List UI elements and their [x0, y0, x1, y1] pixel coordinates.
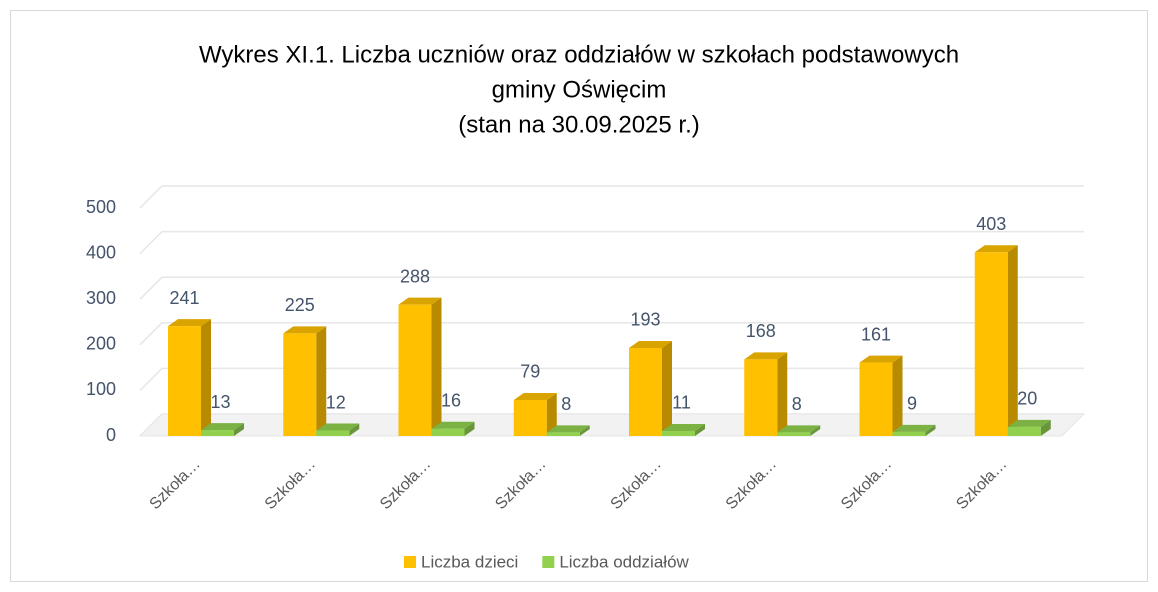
data-label: 193 — [630, 310, 660, 330]
data-label: 13 — [210, 392, 230, 412]
bar-top — [513, 392, 557, 400]
bar-top — [398, 297, 442, 305]
bar-top — [662, 423, 705, 431]
bar — [398, 304, 432, 436]
bar-side — [464, 421, 475, 436]
bar-side — [201, 319, 211, 436]
floor — [138, 413, 1086, 437]
bar-top — [316, 423, 360, 431]
data-label: 403 — [976, 214, 1006, 234]
chart-title: gminy Oświęcim — [492, 76, 667, 103]
bar-side — [316, 326, 327, 436]
bar-top — [546, 425, 590, 433]
bar-side — [1040, 419, 1051, 436]
bar — [513, 399, 547, 436]
bar — [662, 430, 695, 436]
bar — [431, 428, 465, 436]
data-label: 288 — [400, 266, 430, 286]
grid-line — [139, 322, 1084, 346]
data-label: 11 — [672, 393, 691, 413]
bar-top — [744, 352, 788, 360]
legend-label: Liczba dzieci — [421, 552, 518, 571]
bar — [201, 430, 234, 436]
data-label: 168 — [746, 321, 776, 341]
bar-side — [810, 425, 821, 436]
bar — [974, 252, 1008, 436]
bar-side — [431, 297, 442, 436]
legend-label: Liczba oddziałów — [559, 552, 689, 571]
data-label: 79 — [520, 362, 540, 382]
data-label: 161 — [861, 324, 891, 344]
legend-swatch — [542, 556, 555, 568]
y-tick-label: 100 — [86, 379, 116, 399]
bar-top — [629, 340, 672, 348]
bar-top — [201, 423, 244, 431]
y-tick-label: 400 — [86, 242, 116, 262]
bar — [546, 432, 580, 436]
bar-top — [892, 424, 936, 432]
data-label: 241 — [169, 288, 199, 308]
bar-side — [579, 425, 590, 436]
data-label: 16 — [441, 390, 461, 410]
y-tick-label: 500 — [86, 197, 116, 217]
bar-side — [546, 392, 557, 436]
bar-top — [1007, 419, 1051, 427]
bar — [283, 333, 317, 436]
bar — [777, 432, 811, 436]
bar-side — [349, 423, 360, 436]
chart-title: Wykres XI.1. Liczba uczniów oraz oddział… — [199, 41, 959, 68]
data-label: 9 — [907, 394, 917, 414]
bar — [316, 430, 350, 436]
grid-line — [139, 276, 1084, 300]
y-tick-label: 200 — [86, 334, 116, 354]
bar — [744, 359, 778, 436]
chart-title: (stan na 30.09.2025 r.) — [458, 111, 700, 138]
bar-side — [925, 424, 936, 436]
bar — [629, 347, 662, 436]
y-tick-label: 300 — [86, 288, 116, 308]
data-label: 225 — [285, 295, 315, 315]
bar-top — [777, 425, 821, 433]
data-label: 20 — [1017, 389, 1037, 409]
bar-top — [859, 355, 903, 363]
bar-top — [283, 326, 327, 334]
bar-side — [695, 423, 705, 436]
bar-top — [168, 319, 211, 327]
y-tick-label: 0 — [106, 425, 116, 445]
grid-line — [139, 230, 1084, 255]
bar — [859, 362, 893, 436]
grid-line — [139, 185, 1084, 209]
bar-side — [662, 340, 672, 436]
chart-frame — [10, 10, 1148, 582]
bar — [168, 326, 201, 436]
bar-top — [431, 421, 475, 429]
bar-side — [777, 352, 788, 436]
bar-side — [892, 355, 903, 436]
bar-side — [1007, 245, 1018, 436]
legend-swatch — [404, 556, 416, 568]
bar — [892, 431, 926, 436]
data-label: 8 — [792, 394, 802, 414]
data-label: 12 — [326, 392, 346, 412]
bar — [1007, 426, 1041, 436]
bar-side — [234, 423, 244, 436]
bar-top — [974, 245, 1018, 253]
data-label: 8 — [561, 394, 571, 414]
